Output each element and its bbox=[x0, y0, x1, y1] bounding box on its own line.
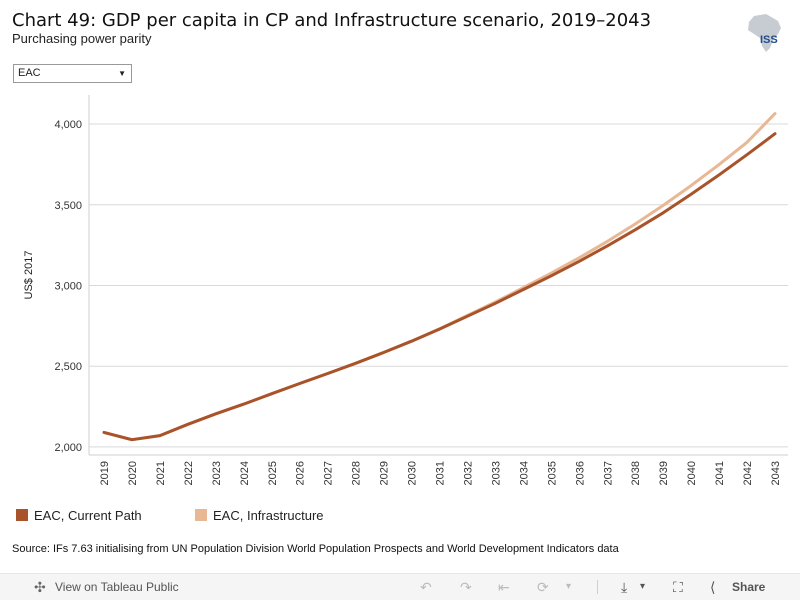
y-tick-label-4000: 4,000 bbox=[54, 119, 82, 131]
logo-text: ISS bbox=[760, 34, 778, 46]
x-tick-label-2039: 2039 bbox=[658, 461, 670, 485]
x-tick-label-2019: 2019 bbox=[99, 461, 111, 485]
legend-item-infrastructure: EAC, Infrastructure bbox=[195, 508, 324, 523]
x-tick-label-2024: 2024 bbox=[239, 461, 251, 485]
y-tick-label-3000: 3,000 bbox=[54, 280, 82, 292]
tableau-logo-icon: ✣ bbox=[34, 579, 46, 595]
series-line-infrastructure bbox=[102, 112, 777, 442]
legend-item-current-path: EAC, Current Path bbox=[16, 508, 142, 523]
y-tick-label-2000: 2,000 bbox=[54, 442, 82, 454]
legend-label-current-path: EAC, Current Path bbox=[34, 508, 142, 523]
region-filter-value: EAC bbox=[18, 67, 41, 79]
x-tick-label-2020: 2020 bbox=[127, 461, 139, 485]
chart-title: Chart 49: GDP per capita in CP and Infra… bbox=[12, 10, 652, 31]
x-tick-labels: 2019 2020 2021 2022 2023 2024 2025 2026 2027 2028… bbox=[99, 461, 782, 485]
gridlines bbox=[89, 123, 788, 448]
region-filter-dropdown[interactable]: EAC ▼ bbox=[13, 64, 132, 83]
x-tick-label-2022: 2022 bbox=[183, 461, 195, 485]
iss-africa-logo: ISS bbox=[748, 14, 781, 52]
x-tick-label-2027: 2027 bbox=[323, 461, 335, 485]
x-tick-label-2035: 2035 bbox=[546, 461, 558, 485]
x-tick-label-2032: 2032 bbox=[462, 461, 474, 485]
x-tick-label-2021: 2021 bbox=[155, 461, 167, 485]
legend-label-infrastructure: EAC, Infrastructure bbox=[213, 508, 324, 523]
undo-icon[interactable]: ↶ bbox=[420, 579, 432, 595]
series-line-current-path bbox=[102, 132, 777, 442]
legend-swatch-current-path bbox=[16, 509, 28, 521]
x-tick-label-2040: 2040 bbox=[686, 461, 698, 485]
revert-icon[interactable]: ⇤ bbox=[498, 579, 510, 595]
toolbar-divider bbox=[597, 580, 598, 594]
y-tick-labels: 2,000 2,500 3,000 3,500 4,000 bbox=[54, 119, 82, 454]
x-tick-label-2042: 2042 bbox=[742, 461, 754, 485]
y-tick-label-3500: 3,500 bbox=[54, 200, 82, 212]
x-tick-label-2028: 2028 bbox=[351, 461, 363, 485]
share-button[interactable]: Share bbox=[732, 580, 766, 594]
chevron-down-icon: ▼ bbox=[118, 69, 126, 78]
x-tick-label-2030: 2030 bbox=[407, 461, 419, 485]
y-axis-label: US$ 2017 bbox=[23, 251, 35, 300]
redo-icon[interactable]: ↷ bbox=[460, 579, 472, 595]
x-tick-label-2043: 2043 bbox=[770, 461, 782, 485]
africa-map-icon bbox=[748, 14, 781, 52]
source-note: Source: IFs 7.63 initialising from UN Po… bbox=[12, 543, 619, 555]
x-tick-label-2036: 2036 bbox=[574, 461, 586, 485]
x-tick-label-2034: 2034 bbox=[518, 461, 530, 485]
x-tick-label-2041: 2041 bbox=[714, 461, 726, 485]
download-menu-chevron-icon[interactable]: ▾ bbox=[640, 581, 646, 592]
legend-swatch-infrastructure bbox=[195, 509, 207, 521]
refresh-icon[interactable]: ⟳ bbox=[537, 579, 549, 595]
share-icon[interactable]: ⟨ bbox=[710, 579, 716, 595]
view-on-tableau-link[interactable]: View on Tableau Public bbox=[55, 580, 179, 594]
x-tick-label-2026: 2026 bbox=[295, 461, 307, 485]
fullscreen-icon[interactable]: ⛶ bbox=[673, 579, 683, 595]
x-tick-label-2023: 2023 bbox=[211, 461, 223, 485]
download-icon[interactable]: ⤓ bbox=[621, 579, 628, 595]
x-tick-label-2038: 2038 bbox=[630, 461, 642, 485]
x-tick-label-2025: 2025 bbox=[267, 461, 279, 485]
tableau-toolbar: ✣ View on Tableau Public ↶ ↷ ⇤ ⟳ ▾ ⤓ ▾ ⛶… bbox=[0, 573, 800, 600]
series-lines bbox=[102, 112, 777, 442]
x-tick-label-2031: 2031 bbox=[435, 461, 447, 485]
refresh-menu-chevron-icon[interactable]: ▾ bbox=[566, 581, 572, 592]
chart-subtitle: Purchasing power parity bbox=[12, 31, 152, 46]
y-tick-label-2500: 2,500 bbox=[54, 361, 82, 373]
x-tick-label-2037: 2037 bbox=[602, 461, 614, 485]
x-tick-label-2029: 2029 bbox=[379, 461, 391, 485]
x-tick-label-2033: 2033 bbox=[490, 461, 502, 485]
